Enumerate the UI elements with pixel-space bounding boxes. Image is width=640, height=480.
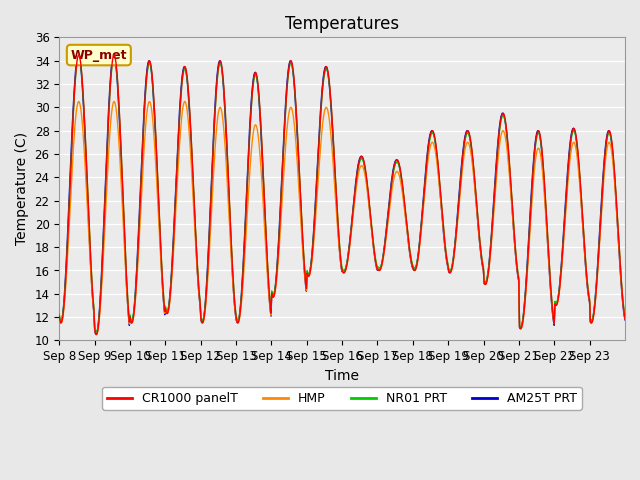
X-axis label: Time: Time [325, 369, 359, 383]
Text: WP_met: WP_met [70, 48, 127, 61]
Y-axis label: Temperature (C): Temperature (C) [15, 132, 29, 245]
Legend: CR1000 panelT, HMP, NR01 PRT, AM25T PRT: CR1000 panelT, HMP, NR01 PRT, AM25T PRT [102, 387, 582, 410]
Title: Temperatures: Temperatures [285, 15, 399, 33]
